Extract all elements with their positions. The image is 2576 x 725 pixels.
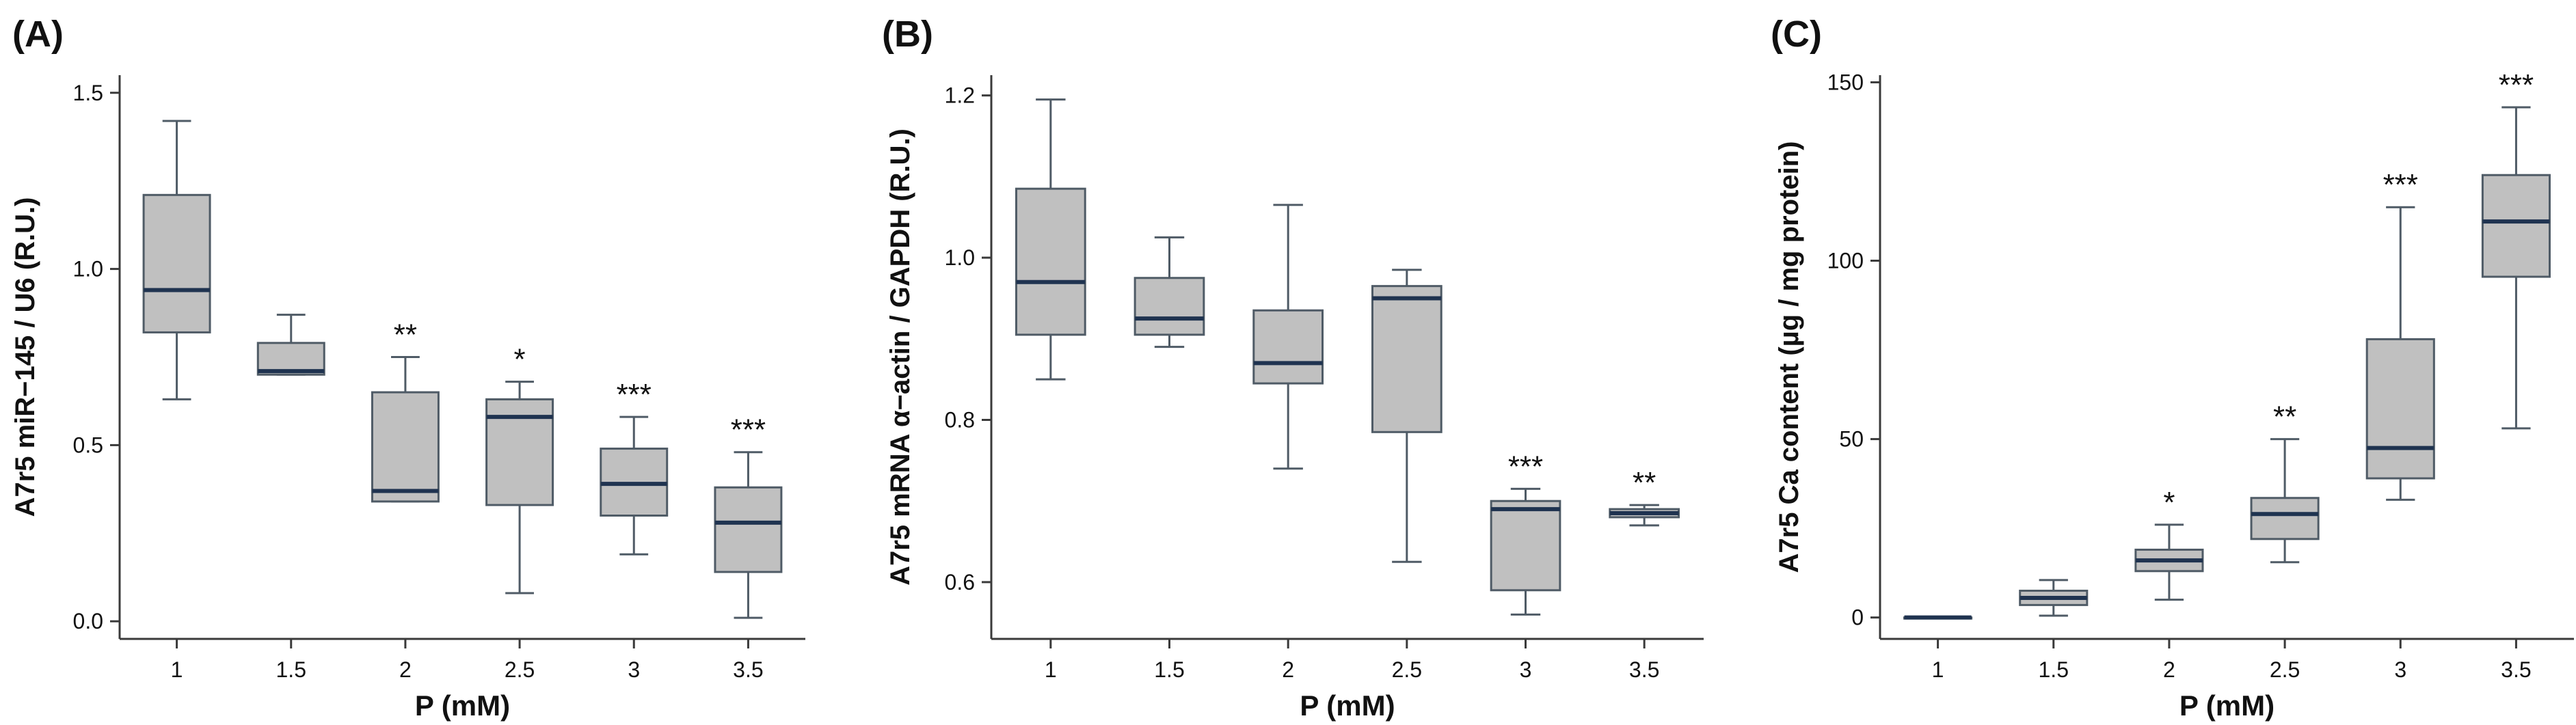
y-tick-label: 0.8 (945, 407, 975, 432)
y-tick-label: 1.5 (73, 81, 103, 105)
box-iqr (1371, 285, 1443, 433)
box-iqr (2250, 497, 2320, 541)
significance-label: *** (2499, 68, 2534, 102)
box-iqr (1490, 500, 1561, 592)
significance-label: *** (1508, 450, 1543, 483)
significance-label: *** (2383, 168, 2418, 202)
box-iqr (2365, 338, 2435, 480)
box-2-5: ** (2250, 400, 2320, 564)
panel-label: (A) (12, 14, 64, 55)
significance-label: * (2163, 486, 2175, 519)
box-iqr (2481, 174, 2551, 278)
box-1-5 (2019, 579, 2089, 617)
x-tick-label: 1 (171, 657, 183, 682)
x-axis-title: P (mM) (415, 689, 510, 722)
y-tick-label: 0.6 (945, 570, 975, 594)
box-3-5: *** (2481, 68, 2551, 430)
x-axis-title: P (mM) (1300, 689, 1395, 722)
x-tick-label: 2.5 (505, 657, 535, 682)
panel-b: (B) 0.6 0.8 1.0 1.2 1 1.5 2 2.5 3 3.5 P (mM) A7r5 mR… (882, 14, 1704, 722)
y-tick-label: 0.5 (73, 433, 103, 457)
box-2 (1252, 204, 1324, 470)
significance-label: ** (2273, 400, 2296, 434)
y-tick-label: 0.0 (73, 609, 103, 633)
y-tick-label: 100 (1827, 249, 1864, 273)
box-3: *** (600, 378, 669, 556)
y-tick-label: 50 (1839, 427, 1864, 452)
significance-label: * (514, 343, 526, 377)
panel-c: (C) 0 50 100 150 1 1.5 2 2.5 3 3.5 P (mM) A7r5 Ca co… (1771, 14, 2574, 722)
y-axis-title: A7r5 miR−145 / U6 (R.U.) (10, 197, 40, 517)
box-iqr (1015, 187, 1086, 336)
x-tick-label: 3.5 (2501, 657, 2531, 682)
significance-label: *** (617, 378, 652, 411)
box-iqr (1252, 309, 1324, 385)
y-tick-label: 150 (1827, 70, 1864, 94)
y-tick-label: 1.0 (945, 245, 975, 270)
significance-label: *** (731, 413, 766, 447)
y-axis-title: A7r5 mRNA α−actin / GAPDH (R.U.) (885, 128, 915, 586)
panel-a: (A) 0.0 0.5 1.0 1.5 1 1.5 2 2.5 3 3.5 P (mM) A7r5 mi… (10, 14, 805, 722)
y-tick-label: 0 (1851, 605, 1864, 630)
x-tick-label: 2.5 (1392, 657, 1422, 682)
box-2-5: * (485, 343, 554, 594)
panel-label: (C) (1771, 14, 1822, 55)
x-tick-label: 2.5 (2270, 657, 2300, 682)
box-3: *** (1490, 450, 1561, 616)
box-3-5: *** (714, 413, 783, 619)
x-tick-label: 3 (1520, 657, 1532, 682)
x-tick-label: 1.5 (2039, 657, 2069, 682)
significance-label: ** (394, 318, 417, 352)
box-iqr (371, 391, 440, 503)
box-3: *** (2365, 168, 2435, 501)
x-tick-label: 3 (628, 657, 640, 682)
box-1-5 (1133, 236, 1205, 348)
significance-label: ** (1633, 466, 1656, 500)
x-tick-label: 2 (399, 657, 412, 682)
x-tick-label: 1 (1932, 657, 1944, 682)
panel-label: (B) (882, 14, 933, 55)
box-1 (1015, 98, 1086, 381)
x-tick-label: 1.5 (276, 657, 306, 682)
box-iqr (1133, 277, 1205, 336)
box-3-5: ** (1609, 466, 1680, 527)
box-iqr (142, 193, 211, 333)
y-tick-label: 1.2 (945, 83, 975, 108)
y-tick-label: 1.0 (73, 257, 103, 282)
box-1-5 (256, 314, 325, 376)
x-tick-label: 3 (2394, 657, 2406, 682)
box-2: * (2134, 486, 2204, 601)
x-tick-label: 2 (1282, 657, 1294, 682)
box-1 (142, 120, 211, 400)
box-1 (1903, 615, 1973, 620)
box-2-5 (1371, 269, 1443, 563)
x-tick-label: 2 (2163, 657, 2175, 682)
x-tick-label: 3.5 (733, 657, 763, 682)
box-2: ** (371, 318, 440, 503)
y-axis-title: A7r5 Ca content (µg / mg protein) (1774, 141, 1804, 573)
x-tick-label: 1 (1045, 657, 1057, 682)
x-tick-label: 1.5 (1154, 657, 1184, 682)
x-axis-title: P (mM) (2179, 689, 2275, 722)
box-iqr (714, 486, 783, 573)
x-tick-label: 3.5 (1629, 657, 1659, 682)
